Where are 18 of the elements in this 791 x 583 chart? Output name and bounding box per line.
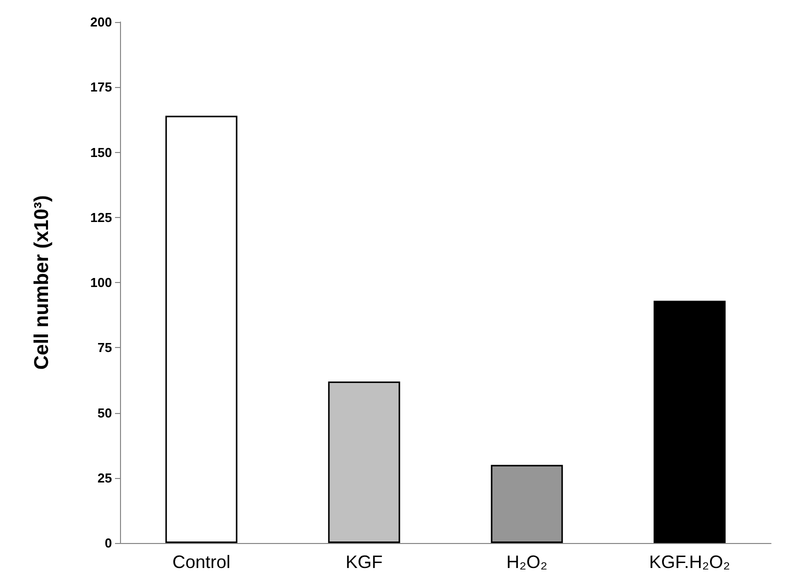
y-tick-label: 50: [98, 405, 112, 420]
y-tick-label: 125: [90, 210, 112, 225]
y-tick-label: 150: [90, 144, 112, 160]
bar: [654, 300, 726, 543]
bar: [328, 381, 400, 543]
x-tick-label: H₂O₂: [506, 552, 548, 572]
y-tick-label: 25: [98, 470, 112, 486]
y-tick-label: 100: [90, 275, 112, 290]
y-axis-title: Cell number (x10³): [31, 195, 53, 370]
y-tick-label: 175: [90, 80, 112, 95]
x-tick-label: Control: [172, 552, 230, 572]
y-tick-label: 75: [98, 340, 112, 356]
x-tick-label: KGF: [346, 552, 383, 572]
bar: [490, 464, 563, 543]
y-tick-label: 0: [104, 536, 112, 550]
x-tick-label: KGF.H₂O₂: [649, 552, 730, 572]
y-tick-label: 200: [90, 14, 112, 30]
bar: [165, 116, 238, 543]
